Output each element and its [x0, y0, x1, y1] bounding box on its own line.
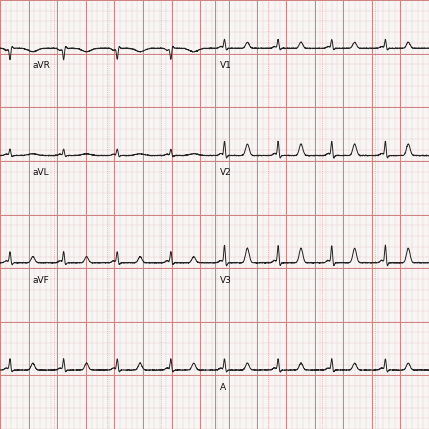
Text: A: A	[220, 383, 227, 392]
Text: aVR: aVR	[32, 61, 50, 70]
Text: V1: V1	[220, 61, 232, 70]
Text: aVF: aVF	[32, 275, 49, 284]
Text: aVL: aVL	[32, 169, 49, 177]
Text: V3: V3	[220, 275, 232, 284]
Text: V2: V2	[220, 169, 232, 177]
